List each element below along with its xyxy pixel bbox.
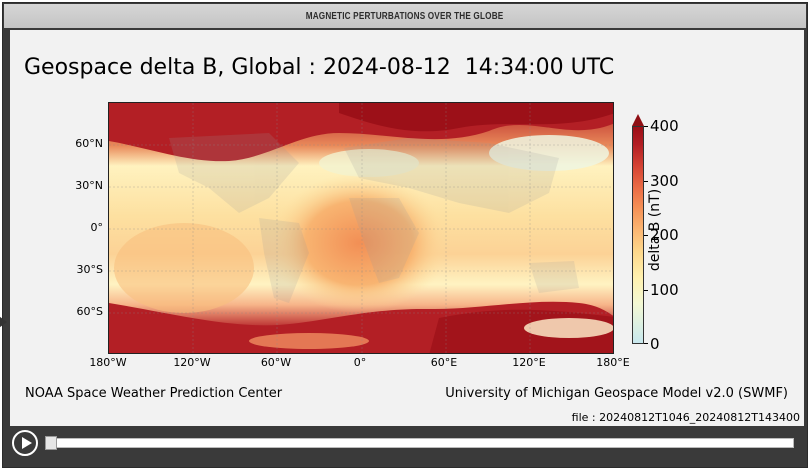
header-title: MAGNETIC PERTURBATIONS OVER THE GLOBE (306, 10, 504, 22)
delta-b-map (108, 102, 614, 354)
lat-tick-label: 0° (90, 221, 104, 234)
colorbar-tick-label: 400 (650, 117, 679, 135)
viewer-header: MAGNETIC PERTURBATIONS OVER THE GLOBE (4, 4, 806, 28)
play-icon[interactable] (12, 430, 38, 456)
lat-tick-label: 30°S (76, 263, 103, 276)
timeline-slider-thumb[interactable] (45, 436, 57, 450)
colorbar-tick (644, 290, 648, 291)
colorbar-tick (644, 235, 648, 236)
lat-tick-label: 60°N (75, 137, 103, 150)
file-name-label: file : 20240812T1046_20240812T143400 (571, 411, 800, 424)
map-graphic (109, 103, 613, 353)
lat-tick-label: 60°S (76, 305, 103, 318)
timeline-slider[interactable] (46, 438, 794, 448)
colorbar-tick-label: 200 (650, 226, 679, 244)
colorbar-tick (644, 343, 648, 344)
colorbar-tick-label: 0 (650, 335, 660, 353)
lon-tick-label: 60°E (430, 356, 458, 369)
credit-umich: University of Michigan Geospace Model v2… (445, 386, 788, 401)
colorbar-extend-arrow (632, 114, 644, 126)
lon-tick-label: 120°W (173, 356, 211, 369)
lon-tick-label: 0° (353, 356, 367, 369)
lon-tick-label: 180°E (596, 356, 630, 369)
colorbar-title: delta B (nT) (646, 188, 663, 272)
lon-tick-label: 60°W (260, 356, 292, 369)
colorbar-tick-label: 100 (650, 281, 679, 299)
colorbar (632, 126, 644, 344)
lon-tick-label: 180°W (89, 356, 127, 369)
lon-tick-label: 120°E (512, 356, 546, 369)
plot-title: Geospace delta B, Global : 2024-08-12 14… (24, 55, 615, 80)
animation-controls (10, 428, 804, 460)
colorbar-tick (644, 181, 648, 182)
colorbar-tick-label: 300 (650, 172, 679, 190)
colorbar-tick (644, 126, 648, 127)
credit-noaa: NOAA Space Weather Prediction Center (25, 386, 283, 401)
cursor-pointer-icon (0, 314, 7, 330)
lat-tick-label: 30°N (75, 179, 103, 192)
